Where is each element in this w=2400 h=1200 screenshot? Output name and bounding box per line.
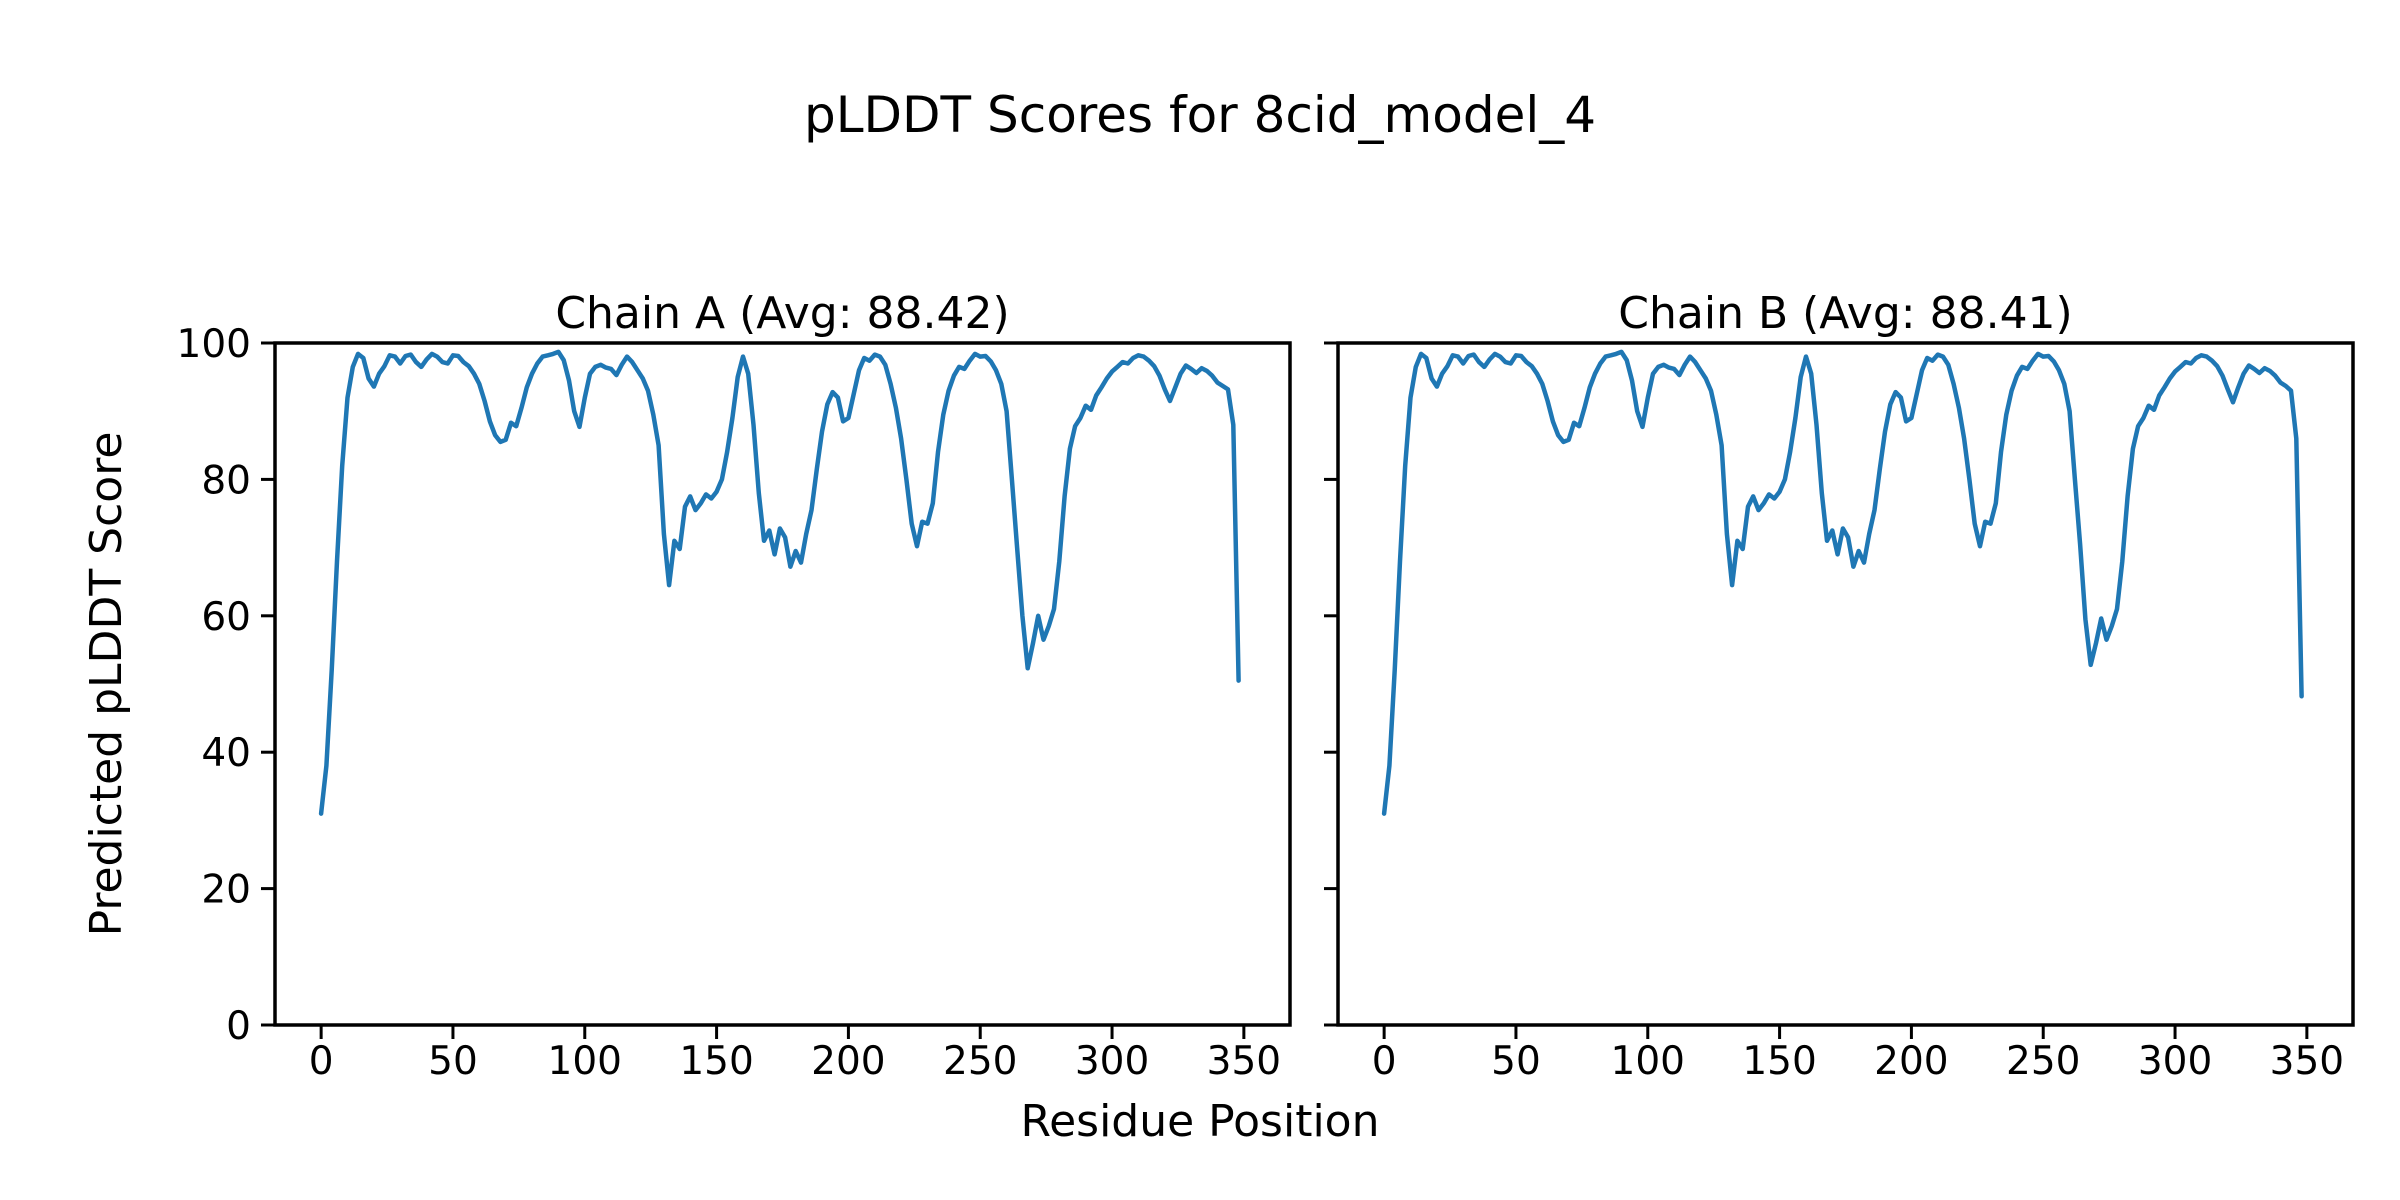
chain-a-y-tick-label: 40: [201, 731, 251, 776]
chain-a-y-tick-label: 100: [177, 322, 251, 367]
subplot-title-chain-a: Chain A (Avg: 88.42): [555, 288, 1010, 339]
chain-b-x-tick-label: 250: [2006, 1039, 2080, 1084]
chain-a-x-tick-label: 250: [943, 1039, 1017, 1084]
chain-a-axes-spines: [273, 341, 1292, 1027]
chain-b-x-tick-label: 0: [1372, 1039, 1397, 1084]
chain-b-x-tick-label: 100: [1611, 1039, 1685, 1084]
chain-a-x-tick-label: 100: [548, 1039, 622, 1084]
figure-title: pLDDT Scores for 8cid_model_4: [803, 86, 1597, 144]
chain-a-y-tick-label: 20: [201, 868, 251, 913]
chain-a-subplot: 0 50 100 150 200 250 300 350 0 20 40 60 80 100: [177, 322, 1292, 1084]
chain-a-y-tick-label: 0: [226, 1004, 251, 1049]
chain-a-x-tick-label: 0: [309, 1039, 334, 1084]
chain-b-subplot: 0 50 100 150 200 250 300 350: [1324, 341, 2355, 1084]
chain-b-x-tick-label: 50: [1491, 1039, 1541, 1084]
chain-a-plddt-line: [318, 349, 1241, 816]
x-axis-label: Residue Position: [1020, 1096, 1380, 1147]
chain-a-x-tick-label: 350: [1207, 1039, 1281, 1084]
chain-b-x-tick-label: 300: [2138, 1039, 2212, 1084]
subplot-title-chain-b: Chain B (Avg: 88.41): [1618, 288, 2073, 339]
chain-b-x-tick-label: 150: [1742, 1039, 1816, 1084]
chain-a-x-tick-label: 200: [811, 1039, 885, 1084]
chain-b-axes-spines: [1336, 341, 2355, 1027]
chain-b-x-tick-label: 350: [2270, 1039, 2344, 1084]
chain-a-x-tick-label: 300: [1075, 1039, 1149, 1084]
chain-a-y-tick-label: 80: [201, 458, 251, 503]
chain-a-y-tick-label: 60: [201, 595, 251, 640]
chain-a-x-tick-label: 150: [679, 1039, 753, 1084]
chain-a-x-tick-label: 50: [428, 1039, 478, 1084]
chain-b-x-tick-label: 200: [1874, 1039, 1948, 1084]
chain-b-plddt-line: [1381, 349, 2304, 816]
